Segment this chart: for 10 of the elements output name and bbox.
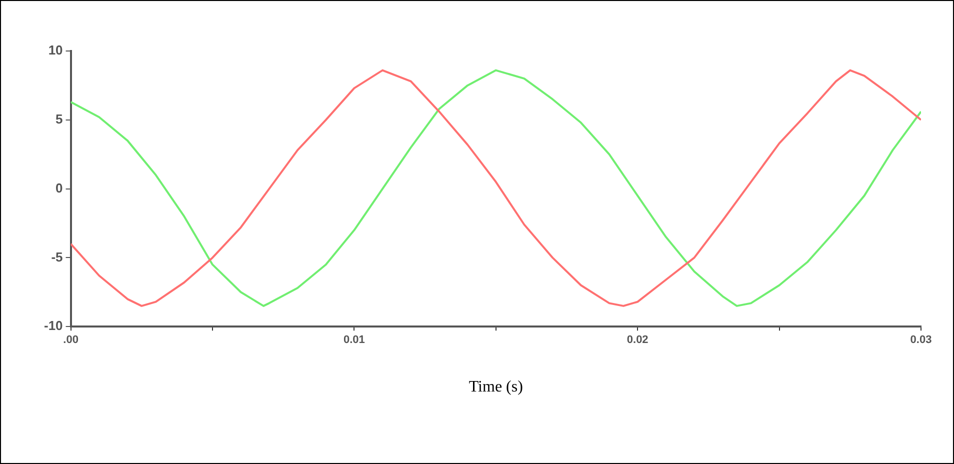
y-tick-label: -10	[44, 318, 63, 334]
y-tick-label: 0	[56, 180, 63, 196]
y-tick-label: -5	[51, 249, 63, 264]
x-tick-label: 0.03	[910, 334, 932, 346]
x-tick-label: 0.01	[343, 334, 365, 346]
x-tick-label: .00	[63, 334, 78, 346]
y-tick-label: 10	[48, 42, 63, 58]
x-tick-label: 0.02	[626, 334, 648, 346]
y-tick-label: 5	[56, 111, 63, 126]
x-axis-title: Time (s)	[468, 378, 523, 396]
